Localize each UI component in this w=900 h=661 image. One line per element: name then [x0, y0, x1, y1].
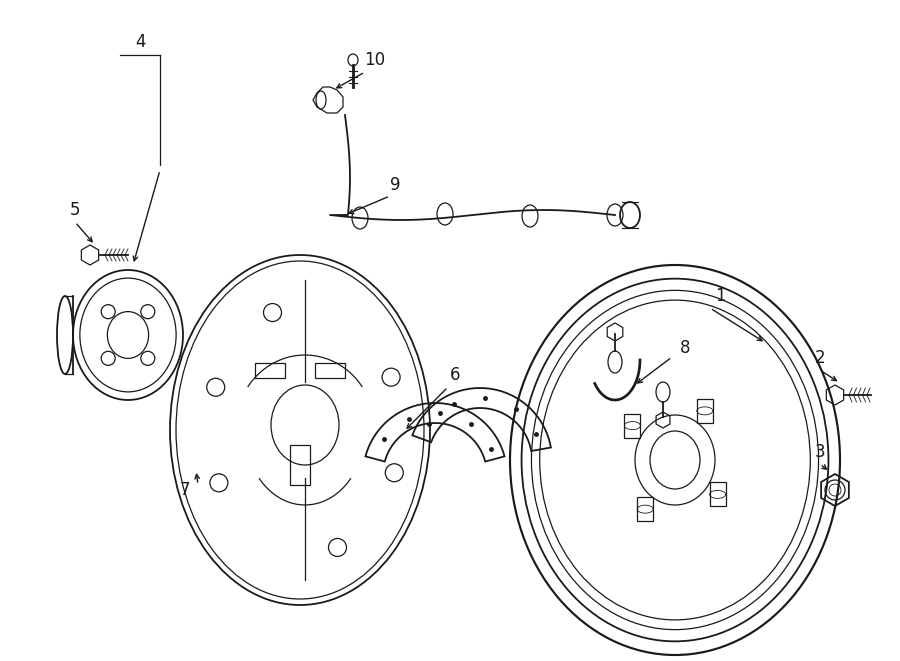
Text: 5: 5 [70, 201, 80, 219]
Text: 8: 8 [680, 339, 690, 357]
Text: 6: 6 [450, 366, 460, 384]
Bar [290, 445, 310, 485]
Text: 9: 9 [390, 176, 400, 194]
Text: 2: 2 [814, 349, 825, 367]
Text: 3: 3 [814, 443, 825, 461]
Text: 4: 4 [135, 33, 145, 51]
Text: 1: 1 [715, 287, 725, 305]
Text: 7: 7 [180, 481, 190, 499]
Text: 10: 10 [364, 51, 385, 69]
Bar [315, 363, 345, 378]
Bar [255, 363, 285, 378]
